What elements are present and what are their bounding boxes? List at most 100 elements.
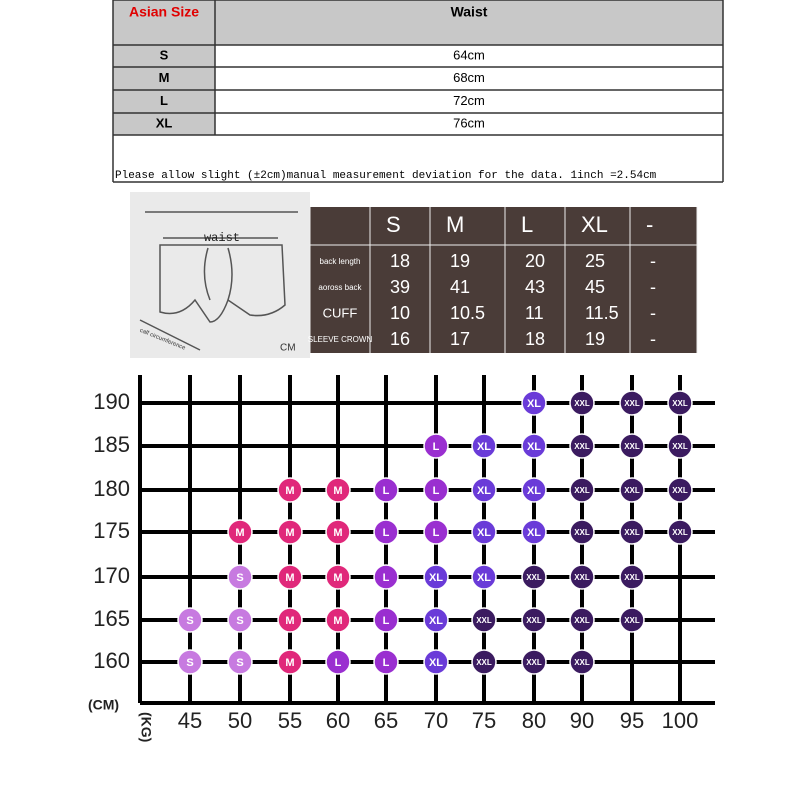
diagram-label: CM bbox=[280, 343, 296, 354]
size-marker bbox=[373, 564, 399, 590]
row-label: SLEEVE CROWN bbox=[308, 335, 373, 344]
size-marker bbox=[373, 649, 399, 675]
size-marker-label: XL bbox=[527, 485, 541, 497]
size-marker bbox=[667, 433, 693, 459]
value-cell: 25 bbox=[585, 251, 605, 271]
size-marker-label: M bbox=[235, 527, 244, 539]
row-label: CUFF bbox=[323, 305, 358, 320]
size-marker bbox=[325, 607, 351, 633]
size-marker bbox=[277, 564, 303, 590]
size-marker-label: XL bbox=[477, 572, 491, 584]
value-cell: 43 bbox=[525, 277, 545, 297]
size-marker-label: XXL bbox=[526, 616, 542, 625]
diagram-label: waist bbox=[204, 231, 240, 245]
size-marker-label: M bbox=[285, 485, 294, 497]
size-marker-label: L bbox=[433, 527, 440, 539]
size-marker-label: L bbox=[383, 527, 390, 539]
size-marker-label: XXL bbox=[672, 399, 688, 408]
size-marker-label: XXL bbox=[574, 658, 590, 667]
value-cell: 19 bbox=[450, 251, 470, 271]
size-marker bbox=[569, 564, 595, 590]
size-marker bbox=[423, 564, 449, 590]
size-marker-label: XL bbox=[477, 485, 491, 497]
weight-label: 60 bbox=[326, 708, 350, 733]
size-marker-label: XL bbox=[429, 657, 443, 669]
size-marker bbox=[277, 519, 303, 545]
size-marker bbox=[667, 477, 693, 503]
row-label: aoross back bbox=[318, 283, 362, 292]
size-marker-label: XXL bbox=[624, 616, 640, 625]
size-marker-label: M bbox=[333, 527, 342, 539]
value-cell: 10 bbox=[390, 303, 410, 323]
value-cell: 16 bbox=[390, 329, 410, 349]
weight-label: 90 bbox=[570, 708, 594, 733]
size-marker bbox=[373, 607, 399, 633]
size-marker bbox=[521, 519, 547, 545]
size-marker bbox=[423, 433, 449, 459]
weight-label: 45 bbox=[178, 708, 202, 733]
size-marker bbox=[471, 649, 497, 675]
size-marker-label: XXL bbox=[526, 658, 542, 667]
size-marker-label: XXL bbox=[624, 573, 640, 582]
size-marker bbox=[423, 649, 449, 675]
size-marker bbox=[521, 390, 547, 416]
size-marker bbox=[619, 564, 645, 590]
size-marker bbox=[619, 390, 645, 416]
height-label: 175 bbox=[93, 518, 130, 543]
size-marker-label: L bbox=[433, 485, 440, 497]
size-marker bbox=[521, 649, 547, 675]
size-marker bbox=[569, 519, 595, 545]
size-marker-label: L bbox=[383, 657, 390, 669]
weight-label: 65 bbox=[374, 708, 398, 733]
height-label: 185 bbox=[93, 432, 130, 457]
size-marker bbox=[277, 477, 303, 503]
waist-cell: 68cm bbox=[453, 70, 485, 85]
size-marker-label: XXL bbox=[624, 528, 640, 537]
size-cell: XL bbox=[156, 115, 173, 130]
size-marker-label: XXL bbox=[574, 573, 590, 582]
size-marker bbox=[667, 519, 693, 545]
size-marker-label: L bbox=[433, 441, 440, 453]
waist-cell: 64cm bbox=[453, 47, 485, 62]
size-marker-label: M bbox=[285, 657, 294, 669]
size-marker bbox=[521, 607, 547, 633]
size-marker bbox=[569, 477, 595, 503]
axis-label: (KG) bbox=[138, 712, 154, 742]
size-marker-label: XXL bbox=[574, 399, 590, 408]
size-marker-label: XXL bbox=[476, 616, 492, 625]
weight-label: 95 bbox=[620, 708, 644, 733]
size-marker bbox=[569, 433, 595, 459]
size-marker-label: M bbox=[285, 527, 294, 539]
size-marker bbox=[471, 564, 497, 590]
height-label: 160 bbox=[93, 648, 130, 673]
height-label: 190 bbox=[93, 389, 130, 414]
weight-label: 50 bbox=[228, 708, 252, 733]
size-marker bbox=[569, 649, 595, 675]
value-cell: 11.5 bbox=[585, 303, 619, 323]
size-marker-label: XXL bbox=[526, 573, 542, 582]
size-marker bbox=[471, 433, 497, 459]
size-marker bbox=[177, 649, 203, 675]
size-marker-label: M bbox=[333, 485, 342, 497]
size-marker bbox=[619, 433, 645, 459]
size-cell: L bbox=[160, 93, 168, 108]
size-marker bbox=[569, 390, 595, 416]
size-marker bbox=[423, 477, 449, 503]
size-marker bbox=[471, 519, 497, 545]
size-marker bbox=[227, 649, 253, 675]
value-cell: 18 bbox=[390, 251, 410, 271]
size-marker bbox=[471, 607, 497, 633]
note: Please allow slight (±2cm)manual measure… bbox=[115, 170, 657, 182]
size-marker bbox=[277, 649, 303, 675]
size-marker-label: S bbox=[236, 615, 243, 627]
value-cell: 20 bbox=[525, 251, 545, 271]
size-marker bbox=[619, 519, 645, 545]
size-marker bbox=[227, 564, 253, 590]
size-marker-label: L bbox=[383, 615, 390, 627]
value-cell: - bbox=[650, 329, 656, 349]
size-marker-label: XXL bbox=[672, 528, 688, 537]
row-label: back length bbox=[320, 257, 361, 266]
size-marker-label: XXL bbox=[476, 658, 492, 667]
value-cell: 45 bbox=[585, 277, 605, 297]
size-marker-label: XXL bbox=[574, 616, 590, 625]
